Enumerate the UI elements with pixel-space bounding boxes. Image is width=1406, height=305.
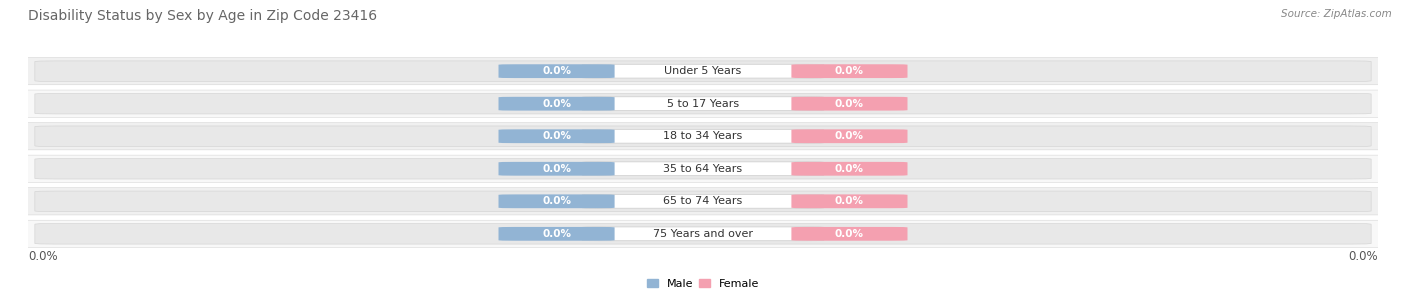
FancyBboxPatch shape: [582, 162, 824, 176]
FancyBboxPatch shape: [14, 58, 1392, 85]
FancyBboxPatch shape: [582, 227, 824, 241]
FancyBboxPatch shape: [792, 162, 907, 176]
FancyBboxPatch shape: [792, 194, 907, 208]
FancyBboxPatch shape: [792, 64, 907, 78]
Text: 0.0%: 0.0%: [1348, 250, 1378, 263]
FancyBboxPatch shape: [35, 61, 1371, 81]
FancyBboxPatch shape: [499, 162, 614, 176]
FancyBboxPatch shape: [582, 194, 824, 208]
Text: Source: ZipAtlas.com: Source: ZipAtlas.com: [1281, 9, 1392, 19]
Text: 35 to 64 Years: 35 to 64 Years: [664, 164, 742, 174]
Text: 0.0%: 0.0%: [543, 99, 571, 109]
FancyBboxPatch shape: [35, 126, 1371, 146]
FancyBboxPatch shape: [792, 129, 907, 143]
FancyBboxPatch shape: [499, 227, 614, 241]
FancyBboxPatch shape: [792, 97, 907, 111]
FancyBboxPatch shape: [14, 123, 1392, 150]
FancyBboxPatch shape: [35, 191, 1371, 212]
Text: Under 5 Years: Under 5 Years: [665, 66, 741, 76]
Text: 0.0%: 0.0%: [835, 196, 863, 206]
FancyBboxPatch shape: [35, 93, 1371, 114]
Legend: Male, Female: Male, Female: [643, 274, 763, 293]
Text: 0.0%: 0.0%: [543, 66, 571, 76]
Text: 75 Years and over: 75 Years and over: [652, 229, 754, 239]
Text: 0.0%: 0.0%: [835, 164, 863, 174]
Text: 5 to 17 Years: 5 to 17 Years: [666, 99, 740, 109]
Text: 0.0%: 0.0%: [543, 229, 571, 239]
Text: 0.0%: 0.0%: [543, 131, 571, 141]
FancyBboxPatch shape: [792, 227, 907, 241]
Text: 0.0%: 0.0%: [543, 164, 571, 174]
Text: 0.0%: 0.0%: [835, 99, 863, 109]
Text: 0.0%: 0.0%: [835, 131, 863, 141]
FancyBboxPatch shape: [14, 220, 1392, 247]
FancyBboxPatch shape: [582, 97, 824, 111]
FancyBboxPatch shape: [582, 64, 824, 78]
FancyBboxPatch shape: [35, 159, 1371, 179]
Text: 0.0%: 0.0%: [835, 66, 863, 76]
Text: Disability Status by Sex by Age in Zip Code 23416: Disability Status by Sex by Age in Zip C…: [28, 9, 377, 23]
FancyBboxPatch shape: [499, 97, 614, 111]
Text: 65 to 74 Years: 65 to 74 Years: [664, 196, 742, 206]
FancyBboxPatch shape: [14, 90, 1392, 117]
Text: 0.0%: 0.0%: [835, 229, 863, 239]
FancyBboxPatch shape: [582, 129, 824, 143]
Text: 0.0%: 0.0%: [543, 196, 571, 206]
FancyBboxPatch shape: [499, 194, 614, 208]
FancyBboxPatch shape: [499, 129, 614, 143]
FancyBboxPatch shape: [14, 188, 1392, 215]
FancyBboxPatch shape: [35, 224, 1371, 244]
Text: 18 to 34 Years: 18 to 34 Years: [664, 131, 742, 141]
FancyBboxPatch shape: [499, 64, 614, 78]
Text: 0.0%: 0.0%: [28, 250, 58, 263]
FancyBboxPatch shape: [14, 155, 1392, 182]
